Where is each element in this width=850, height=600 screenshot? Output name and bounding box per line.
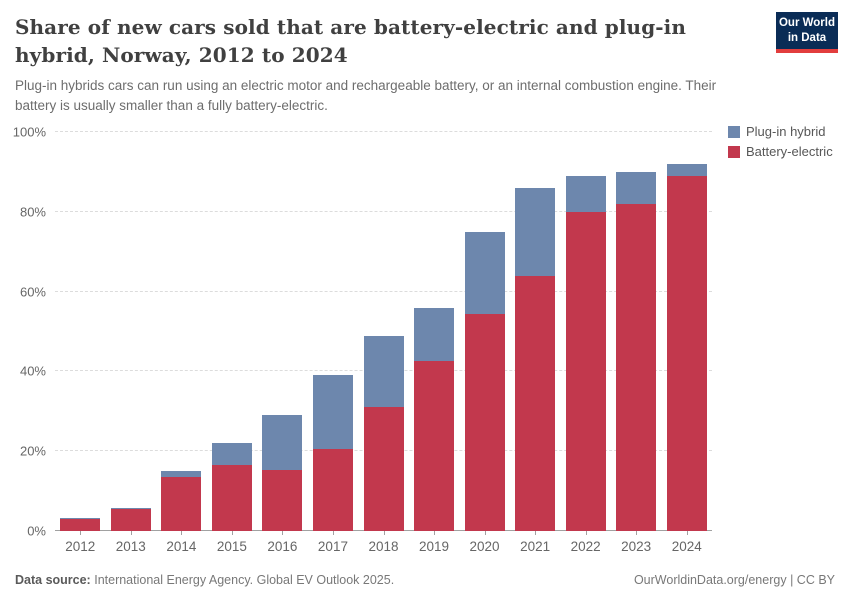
bar-segment-battery-electric-2015[interactable] xyxy=(211,465,252,531)
x-tick-label-2018: 2018 xyxy=(368,539,399,554)
bar-segment-battery-electric-2017[interactable] xyxy=(312,449,353,531)
y-tick-label-60: 60% xyxy=(19,284,46,300)
x-tick-mark-2019 xyxy=(434,531,436,535)
bar-segment-plug-in-hybrid-2012[interactable] xyxy=(60,518,101,520)
bar-segment-plug-in-hybrid-2019[interactable] xyxy=(414,307,455,362)
y-tick-label-40: 40% xyxy=(19,363,46,379)
x-tick-mark-2023 xyxy=(636,531,638,535)
bar-segment-battery-electric-2021[interactable] xyxy=(515,275,556,531)
x-tick-mark-2018 xyxy=(383,531,385,535)
bar-segment-plug-in-hybrid-2021[interactable] xyxy=(515,187,556,276)
x-tick-mark-2020 xyxy=(484,531,486,535)
page-title: Share of new cars sold that are battery-… xyxy=(15,15,687,67)
x-tick-mark-2013 xyxy=(130,531,132,535)
cc-by-link[interactable]: CC BY xyxy=(796,573,835,587)
bar-segment-plug-in-hybrid-2022[interactable] xyxy=(565,175,606,212)
x-tick-mark-2024 xyxy=(686,531,688,535)
x-tick-mark-2017 xyxy=(332,531,334,535)
x-tick-label-2024: 2024 xyxy=(671,539,702,554)
bar-segment-plug-in-hybrid-2015[interactable] xyxy=(211,443,252,466)
bar-segment-plug-in-hybrid-2020[interactable] xyxy=(464,231,505,314)
gridline-80 xyxy=(55,210,712,212)
x-tick-label-2017: 2017 xyxy=(317,539,348,554)
x-tick-mark-2014 xyxy=(181,531,183,535)
y-tick-label-100: 100% xyxy=(12,124,46,140)
x-tick-label-2023: 2023 xyxy=(621,539,652,554)
bar-segment-battery-electric-2018[interactable] xyxy=(363,407,404,531)
bar-segment-battery-electric-2022[interactable] xyxy=(565,211,606,531)
x-tick-label-2022: 2022 xyxy=(570,539,601,554)
bar-segment-plug-in-hybrid-2014[interactable] xyxy=(161,471,202,478)
y-tick-label-20: 20% xyxy=(19,443,46,459)
plot-area: 0% 20% 40% 60% 80% 100% 2012 2013 2014 2015 2016 20… xyxy=(13,125,712,554)
data-source: Data source: International Energy Agency… xyxy=(15,573,394,587)
x-tick-label-2020: 2020 xyxy=(469,539,500,554)
bar-segment-plug-in-hybrid-2013[interactable] xyxy=(110,507,151,510)
logo-line-2: in Data xyxy=(787,31,827,44)
bar-segment-battery-electric-2020[interactable] xyxy=(464,313,505,531)
x-tick-label-2016: 2016 xyxy=(267,539,298,554)
bar-segment-battery-electric-2012[interactable] xyxy=(60,519,101,531)
x-tick-label-2012: 2012 xyxy=(65,539,96,554)
legend-label: Battery-electric xyxy=(746,144,833,159)
legend-label: Plug-in hybrid xyxy=(746,124,826,139)
x-tick-label-2021: 2021 xyxy=(520,539,551,554)
legend-swatch-icon xyxy=(728,125,740,138)
bar-segment-plug-in-hybrid-2024[interactable] xyxy=(666,163,707,176)
x-tick-mark-2021 xyxy=(535,531,537,535)
legend-swatch-icon xyxy=(728,145,740,158)
bar-segment-plug-in-hybrid-2023[interactable] xyxy=(616,171,657,204)
legend: Plug-in hybrid Battery-electric xyxy=(728,124,833,159)
bar-segment-battery-electric-2019[interactable] xyxy=(414,361,455,531)
data-source-label: Data source: xyxy=(15,573,91,587)
bar-segment-battery-electric-2014[interactable] xyxy=(161,477,202,531)
gridline-60 xyxy=(55,290,712,292)
bar-segment-battery-electric-2023[interactable] xyxy=(616,203,657,531)
bar-segment-battery-electric-2024[interactable] xyxy=(666,175,707,531)
x-tick-label-2019: 2019 xyxy=(419,539,450,554)
x-tick-label-2015: 2015 xyxy=(216,539,247,554)
bar-segment-plug-in-hybrid-2017[interactable] xyxy=(312,375,353,450)
x-tick-mark-2022 xyxy=(585,531,587,535)
logo-line-1: Our World xyxy=(778,17,835,30)
gridline-100 xyxy=(55,131,712,132)
owid-logo[interactable]: Our World in Data xyxy=(776,12,838,53)
legend-item-plug-in-hybrid[interactable]: Plug-in hybrid xyxy=(728,124,833,139)
legend-item-battery-electric[interactable]: Battery-electric xyxy=(728,144,833,159)
bar-segment-battery-electric-2013[interactable] xyxy=(110,509,151,531)
data-source-text: International Energy Agency. Global EV O… xyxy=(94,573,395,587)
x-tick-mark-2016 xyxy=(282,531,284,535)
y-tick-label-0: 0% xyxy=(27,523,46,539)
y-tick-label-80: 80% xyxy=(19,204,46,220)
bar-segment-plug-in-hybrid-2018[interactable] xyxy=(363,335,404,408)
x-tick-mark-2012 xyxy=(80,531,82,535)
footer-separator: | xyxy=(790,573,794,587)
footer: Data source: International Energy Agency… xyxy=(15,573,835,587)
chart-subtitle: Plug-in hybrids cars can run using an el… xyxy=(15,78,717,113)
x-tick-label-2013: 2013 xyxy=(115,539,146,554)
bar-segment-plug-in-hybrid-2016[interactable] xyxy=(262,415,303,470)
bar-segment-battery-electric-2016[interactable] xyxy=(262,469,303,531)
x-tick-mark-2015 xyxy=(231,531,233,535)
x-tick-label-2014: 2014 xyxy=(166,539,197,554)
owid-energy-link[interactable]: OurWorldinData.org/energy xyxy=(633,573,787,587)
footer-links: OurWorldinData.org/energy | CC BY xyxy=(634,573,835,587)
